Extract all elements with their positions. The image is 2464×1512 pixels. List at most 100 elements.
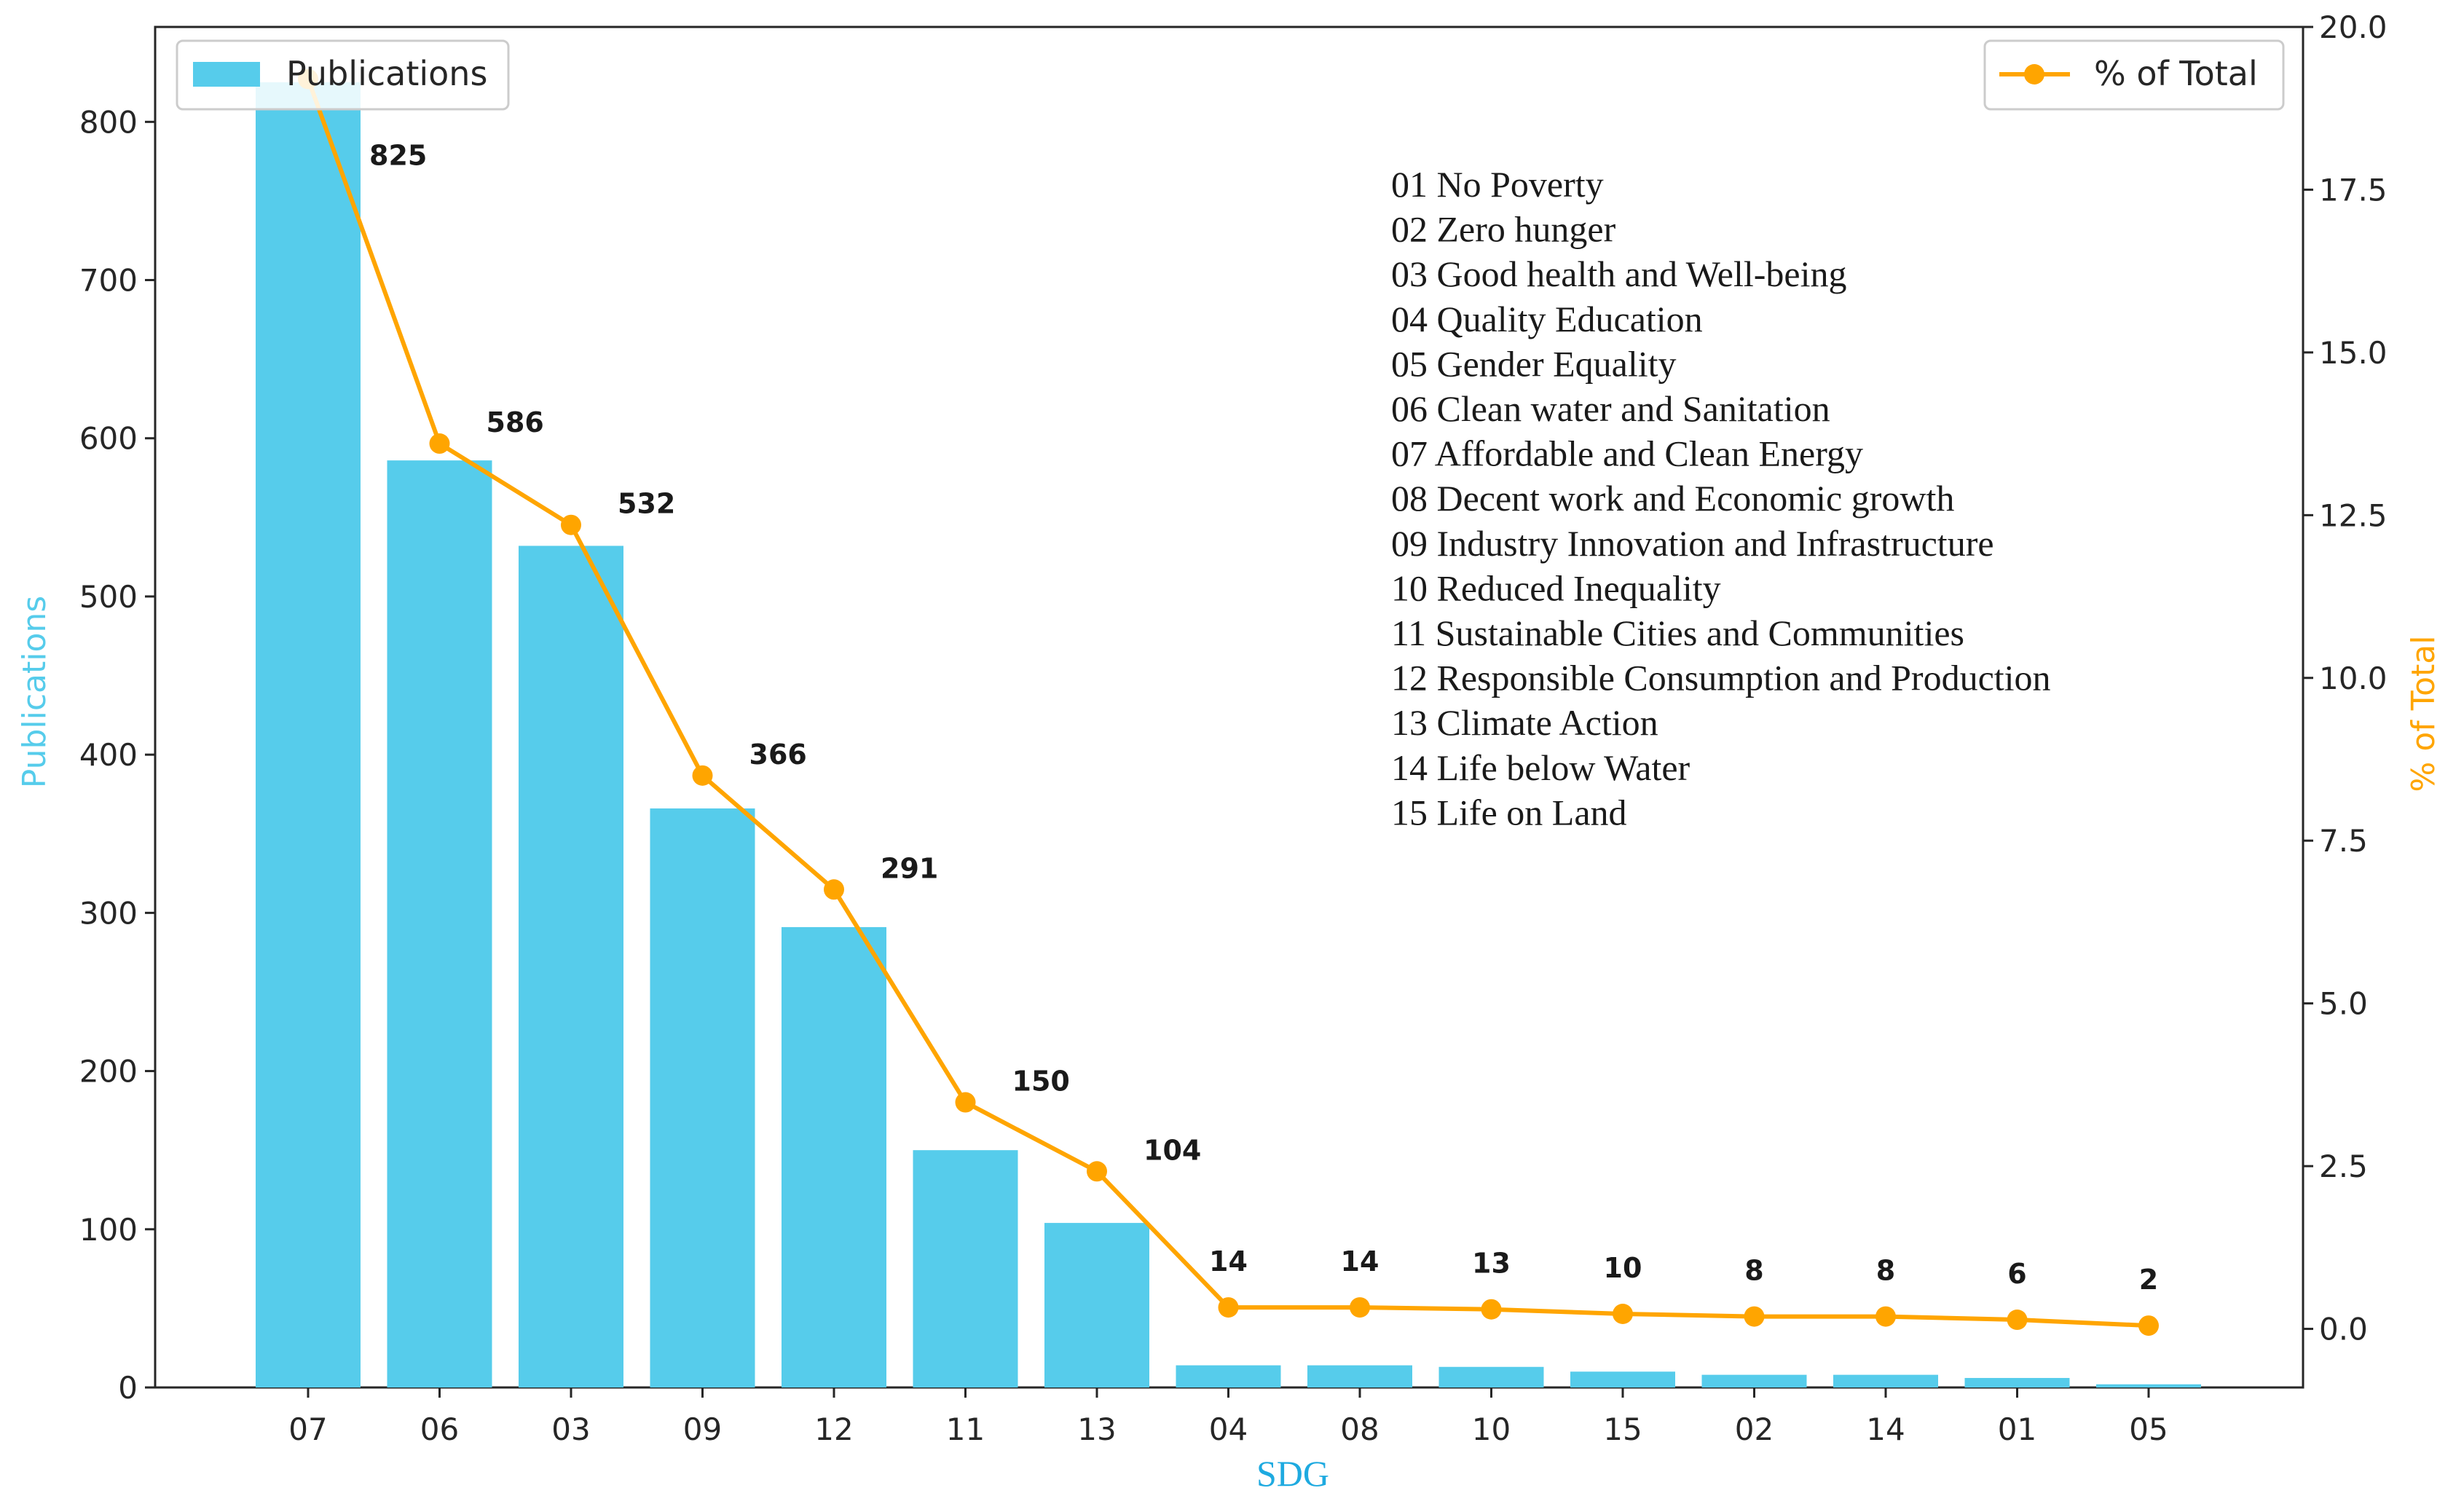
x-tick-label-03: 03 <box>551 1411 590 1447</box>
left-tick-label: 100 <box>79 1212 138 1248</box>
data-label-12: 291 <box>881 852 938 884</box>
x-tick-label-11: 11 <box>946 1411 985 1447</box>
right-y-axis: 0.0 2.5 5.0 7.5 10.0 12.5 15.0 17.5 20.0 <box>2303 9 2388 1347</box>
data-label-01: 6 <box>2007 1258 2026 1290</box>
data-label-08: 14 <box>1341 1245 1379 1277</box>
legend-swatch-percent-marker <box>2024 64 2044 84</box>
left-tick-label: 300 <box>79 895 138 931</box>
left-tick-label: 500 <box>79 579 138 615</box>
percent-point-10 <box>1481 1299 1502 1320</box>
left-tick-label: 400 <box>79 737 138 773</box>
bar-01 <box>1964 1377 2070 1387</box>
data-label-04: 14 <box>1209 1245 1248 1277</box>
x-tick-label-01: 01 <box>1998 1411 2036 1447</box>
sdg-annotation-line: 08 Decent work and Economic growth <box>1391 478 1954 519</box>
left-tick-label: 200 <box>79 1054 138 1090</box>
percent-point-11 <box>955 1092 976 1113</box>
x-tick-label-12: 12 <box>814 1411 853 1447</box>
x-tick-label-09: 09 <box>683 1411 722 1447</box>
sdg-annotation-line: 12 Responsible Consumption and Productio… <box>1391 658 2051 698</box>
bar-02 <box>1701 1374 1807 1387</box>
y-axis-title-left: Publications <box>16 596 53 788</box>
bar-15 <box>1570 1371 1675 1387</box>
data-label-07: 825 <box>369 140 427 172</box>
percent-point-02 <box>1744 1306 1765 1327</box>
bar-03 <box>519 546 623 1387</box>
left-tick-label: 800 <box>79 104 138 140</box>
sdg-annotation-line: 13 Climate Action <box>1391 702 1658 743</box>
bar-12 <box>782 926 886 1387</box>
bar-13 <box>1044 1223 1149 1387</box>
percent-point-08 <box>1350 1297 1370 1318</box>
percent-point-04 <box>1218 1297 1239 1318</box>
left-tick-label: 700 <box>79 263 138 299</box>
sdg-annotation-line: 14 Life below Water <box>1391 747 1690 788</box>
bar-05 <box>2096 1384 2201 1387</box>
percent-point-15 <box>1613 1304 1633 1325</box>
sdg-annotation-line: 15 Life on Land <box>1391 792 1627 832</box>
legend-box-percent <box>1983 39 2285 111</box>
sdg-annotation-line: 07 Affordable and Clean Energy <box>1391 433 1863 474</box>
left-tick-label: 0 <box>118 1370 138 1406</box>
data-label-02: 8 <box>1744 1255 1763 1287</box>
bar-labels-group: 825 586 532 366 291 150 104 14 14 13 10 8 8 6 2 <box>369 140 2158 1296</box>
left-y-axis: 0 100 200 300 400 500 600 700 800 <box>79 104 155 1406</box>
bar-14 <box>1833 1374 1938 1387</box>
x-axis: 07 06 03 09 12 11 13 04 08 10 15 02 14 01 05 <box>288 1387 2168 1447</box>
right-tick-label: 7.5 <box>2319 823 2368 859</box>
percent-point-14 <box>1875 1306 1896 1327</box>
legend-box-publications <box>176 39 510 111</box>
y-axis-title-right: % of Total <box>2405 636 2442 792</box>
percent-point-13 <box>1087 1161 1107 1182</box>
x-tick-label-04: 04 <box>1209 1411 1248 1447</box>
x-tick-label-06: 06 <box>420 1411 459 1447</box>
x-tick-label-14: 14 <box>1866 1411 1905 1447</box>
sdg-annotation-line: 02 Zero hunger <box>1391 209 1616 250</box>
data-label-03: 532 <box>618 488 675 520</box>
legends: Publications % of Total <box>176 39 2285 111</box>
sdg-annotation-line: 01 No Poverty <box>1391 164 1604 205</box>
bar-09 <box>650 808 755 1387</box>
percent-point-12 <box>824 879 844 900</box>
bar-08 <box>1307 1365 1412 1387</box>
x-tick-label-08: 08 <box>1340 1411 1379 1447</box>
data-label-14: 8 <box>1876 1255 1895 1287</box>
percent-point-09 <box>692 765 713 786</box>
legend-label-percent: % of Total <box>2094 54 2258 93</box>
right-tick-label: 2.5 <box>2319 1149 2368 1184</box>
right-tick-label: 5.0 <box>2319 986 2368 1022</box>
x-tick-label-13: 13 <box>1077 1411 1116 1447</box>
left-tick-label: 600 <box>79 421 138 457</box>
right-tick-label: 15.0 <box>2319 335 2388 371</box>
legend-swatch-publications <box>193 62 260 87</box>
bar-10 <box>1438 1366 1544 1387</box>
percent-point-05 <box>2138 1315 2159 1336</box>
data-label-05: 2 <box>2139 1264 2158 1296</box>
right-tick-label: 12.5 <box>2319 497 2388 533</box>
x-axis-title: SDG <box>1256 1453 1329 1494</box>
x-tick-label-05: 05 <box>2129 1411 2168 1447</box>
data-label-13: 104 <box>1144 1134 1201 1166</box>
legend-label-publications: Publications <box>286 54 487 93</box>
x-tick-label-15: 15 <box>1603 1411 1642 1447</box>
right-tick-label: 0.0 <box>2319 1312 2368 1347</box>
percent-point-01 <box>2007 1310 2028 1331</box>
right-tick-label: 17.5 <box>2319 172 2388 208</box>
sdg-annotation-line: 03 Good health and Well-being <box>1391 253 1846 294</box>
data-label-06: 586 <box>487 406 544 438</box>
sdg-annotation-line: 11 Sustainable Cities and Communities <box>1391 613 1964 653</box>
bar-04 <box>1176 1365 1281 1387</box>
x-tick-label-02: 02 <box>1735 1411 1774 1447</box>
data-label-15: 10 <box>1604 1252 1642 1284</box>
bars-group <box>256 82 2201 1388</box>
percent-point-03 <box>561 514 581 535</box>
percent-point-06 <box>429 433 450 454</box>
data-label-10: 13 <box>1472 1248 1511 1280</box>
sdg-annotation-line: 09 Industry Innovation and Infrastructur… <box>1391 523 1994 564</box>
right-tick-label: 10.0 <box>2319 661 2388 696</box>
right-tick-label: 20.0 <box>2319 9 2388 45</box>
data-label-11: 150 <box>1012 1066 1070 1098</box>
